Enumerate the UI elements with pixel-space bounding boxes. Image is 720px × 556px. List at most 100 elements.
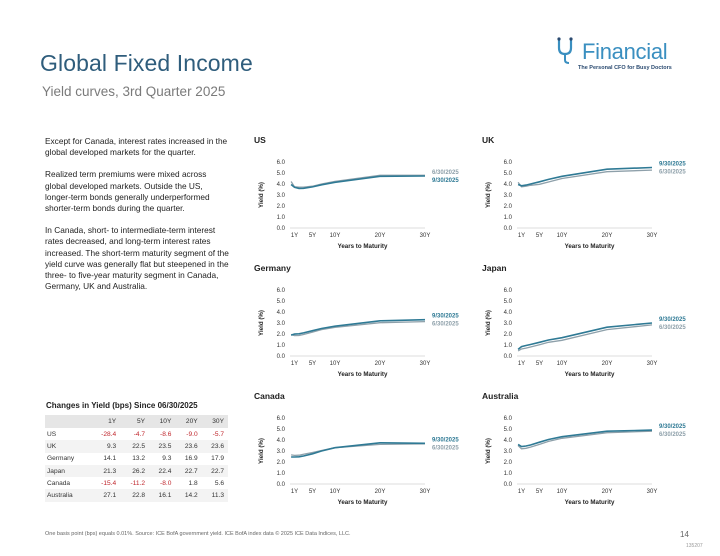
y-tick-label: 1.0 [277, 215, 286, 221]
series-line-6-30-2025 [291, 443, 426, 457]
y-tick-label: 0.0 [277, 354, 286, 360]
series-line-6-30-2025 [290, 174, 425, 188]
changes-table: 1Y 5Y 10Y 20Y 30Y US -28.4 -4.7 -8.6 -9.0 -5.… [45, 415, 228, 502]
y-axis-label: Yield (%) [485, 182, 492, 208]
y-tick-label: 3.0 [504, 193, 513, 199]
legend-label: 6/30/2025 [659, 432, 686, 438]
y-tick-label: 5.0 [504, 171, 513, 177]
source-footnote: One basis point (bps) equals 0.01%. Sour… [45, 531, 351, 537]
page-title: Global Fixed Income [40, 50, 253, 76]
x-tick-label: 10Y [557, 489, 568, 495]
legend-label: 6/30/2025 [432, 322, 459, 328]
series-line-9-30-2025 [290, 175, 426, 190]
table-cell: 16.1 [149, 489, 176, 502]
y-tick-label: 6.0 [504, 288, 513, 294]
y-tick-label: 3.0 [277, 321, 286, 327]
x-tick-label: 30Y [420, 489, 431, 495]
y-tick-label: 6.0 [504, 160, 513, 166]
table-cell: -9.0 [186, 430, 198, 438]
table-cell: -11.2 [130, 479, 146, 487]
yield-curve-chart-japan: 0.0 1.0 2.0 3.0 4.0 5.0 6.0 1Y 5Y 10Y 20Y 30Y Years … [485, 288, 686, 378]
x-axis-label: Years to Maturity [565, 243, 615, 250]
table-header-cell: 30Y [201, 415, 228, 428]
x-tick-label: 10Y [330, 361, 341, 367]
legend-label: 6/30/2025 [432, 170, 459, 176]
y-tick-label: 1.0 [504, 471, 513, 477]
x-tick-label: 5Y [309, 361, 316, 367]
x-tick-label: 5Y [536, 489, 543, 495]
series-line-9-30-2025 [290, 318, 426, 336]
y-tick-label: 0.0 [504, 354, 513, 360]
table-cell-country: Australia [45, 489, 91, 502]
y-tick-label: 5.0 [277, 299, 286, 305]
table-row: Canada -15.4 -11.2 -8.0 1.8 5.6 [45, 477, 228, 489]
table-cell: 14.2 [175, 489, 202, 502]
x-tick-label: 1Y [518, 489, 525, 495]
x-tick-label: 5Y [309, 489, 316, 495]
table-cell: -4.7 [133, 430, 146, 438]
table-cell: 14.1 [103, 455, 117, 463]
x-axis-label: Years to Maturity [338, 499, 388, 506]
series-line-6-30-2025 [517, 169, 653, 188]
table-row: Australia 27.1 22.8 16.1 14.2 11.3 [45, 489, 228, 502]
table-cell: 16.9 [184, 455, 198, 463]
chart-title-germany: Germany [254, 263, 291, 273]
x-axis-label: Years to Maturity [565, 499, 615, 506]
y-axis-label: Yield (%) [258, 310, 265, 336]
table-cell-country: UK [45, 440, 91, 453]
y-tick-label: 4.0 [277, 438, 286, 444]
series-line-9-30-2025 [517, 429, 653, 448]
table-header-cell: 10Y [149, 415, 176, 428]
table-cell: -8.0 [160, 479, 172, 487]
brand-logo: Financial The Personal CFO for Busy Doct… [556, 36, 686, 74]
table-header-cell: 20Y [175, 415, 202, 428]
x-tick-label: 30Y [420, 233, 431, 239]
yield-curve-chart-australia: 0.0 1.0 2.0 3.0 4.0 5.0 6.0 1Y 5Y 10Y 20Y 30Y Years … [485, 416, 686, 506]
y-tick-label: 4.0 [277, 310, 286, 316]
y-tick-label: 2.0 [504, 332, 513, 338]
y-tick-label: 6.0 [277, 288, 286, 294]
legend-label: 9/30/2025 [659, 162, 686, 168]
y-tick-label: 6.0 [277, 416, 286, 422]
y-tick-label: 0.0 [277, 226, 286, 232]
chart-title-canada: Canada [254, 391, 285, 401]
x-tick-label: 20Y [602, 489, 613, 495]
y-tick-label: 1.0 [277, 343, 286, 349]
table-header-row: 1Y 5Y 10Y 20Y 30Y [45, 415, 228, 428]
series-line-9-30-2025 [517, 322, 653, 351]
table-header-blank [45, 415, 91, 428]
legend-label: 9/30/2025 [432, 314, 459, 320]
table-cell: -15.4 [101, 479, 117, 487]
legend-label: 9/30/2025 [432, 437, 459, 443]
table-cell: -28.4 [101, 430, 117, 438]
y-axis-label: Yield (%) [258, 438, 265, 464]
table-cell: 23.6 [201, 440, 228, 453]
table-row: Germany 14.1 13.2 9.3 16.9 17.9 [45, 453, 228, 465]
y-tick-label: 4.0 [277, 182, 286, 188]
y-axis-label: Yield (%) [258, 182, 265, 208]
logo-wordmark: Financial [582, 39, 668, 64]
chart-title-australia: Australia [482, 391, 519, 401]
table-header-cell: 5Y [120, 415, 150, 428]
x-axis-label: Years to Maturity [338, 243, 388, 250]
table-cell: 22.7 [201, 464, 228, 478]
table-cell-country: US [47, 430, 57, 438]
legend-label: 6/30/2025 [659, 170, 686, 176]
table-cell: 22.4 [149, 464, 176, 478]
table-cell: 23.5 [149, 440, 176, 453]
y-tick-label: 6.0 [277, 160, 286, 166]
table-cell: 1.8 [188, 479, 198, 487]
x-tick-label: 1Y [518, 361, 525, 367]
x-axis-label: Years to Maturity [565, 371, 615, 378]
y-tick-label: 0.0 [277, 482, 286, 488]
table-cell: 9.3 [162, 455, 172, 463]
x-tick-label: 30Y [420, 361, 431, 367]
series-line-9-30-2025 [517, 166, 653, 187]
x-tick-label: 5Y [536, 361, 543, 367]
series-line-6-30-2025 [290, 320, 426, 337]
legend-label: 9/30/2025 [659, 317, 686, 323]
x-tick-label: 1Y [291, 233, 298, 239]
table-cell-country: Canada [47, 479, 71, 487]
series-line-6-30-2025 [517, 430, 653, 450]
x-tick-label: 5Y [309, 233, 316, 239]
